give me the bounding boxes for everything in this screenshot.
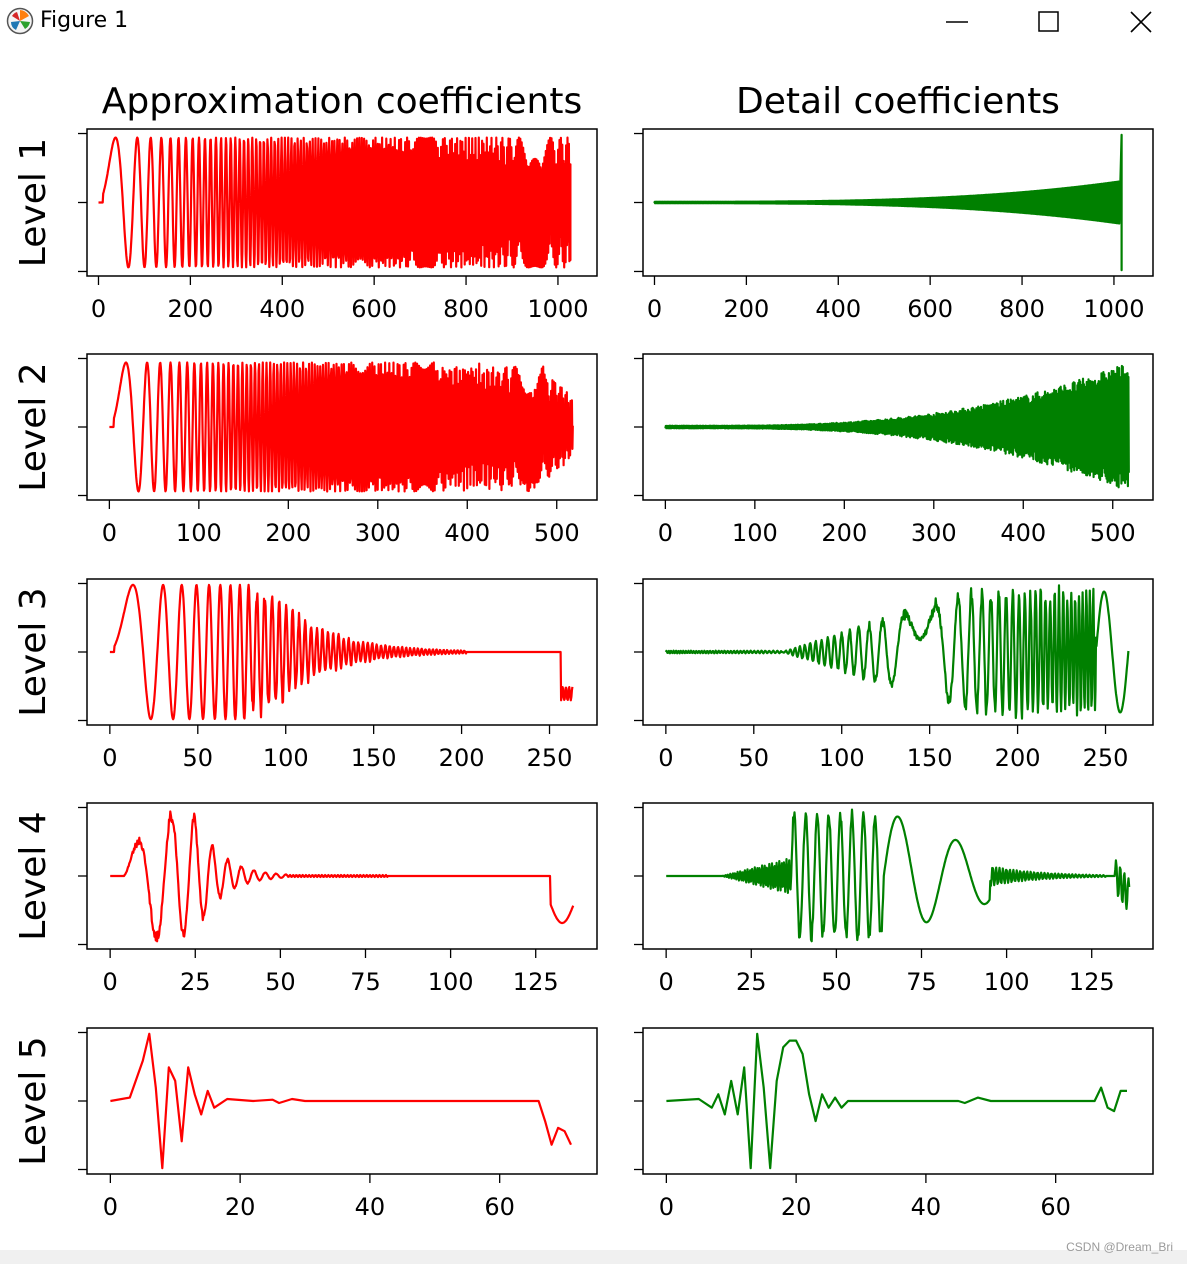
series-line-approximation	[108, 361, 574, 493]
close-icon	[1130, 11, 1152, 33]
subplot-5-detail: 0 20 40 60	[634, 1027, 1154, 1221]
x-tick-label: 400	[444, 519, 490, 547]
series-line-detail	[666, 1032, 1127, 1170]
x-tick-label: 0	[647, 295, 662, 323]
x-tick-label: 0	[659, 1193, 674, 1221]
subplot-title: Detail coefficients	[736, 81, 1060, 122]
series-line-detail	[664, 584, 1130, 720]
x-tick-label: 250	[1083, 744, 1129, 772]
x-tick-label: 25	[736, 968, 767, 996]
x-tick-label: 400	[815, 295, 861, 323]
series-line-approximation	[97, 136, 572, 269]
x-tick-label: 125	[1069, 968, 1115, 996]
x-tick-label: 0	[103, 1193, 118, 1221]
series-line-detail	[665, 808, 1131, 943]
x-tick-label: 50	[183, 744, 214, 772]
x-tick-label: 200	[167, 295, 213, 323]
x-tick-label: 0	[91, 295, 106, 323]
x-tick-label: 25	[180, 968, 211, 996]
x-tick-label: 250	[527, 744, 573, 772]
x-tick-label: 75	[906, 968, 937, 996]
subplot-1-detail: 0 200 400 600 800 1000 Detail coefficients	[634, 81, 1154, 323]
x-tick-label: 400	[1000, 519, 1046, 547]
status-bar	[0, 1250, 1187, 1264]
subplot-title: Approximation coefficients	[102, 81, 583, 122]
x-tick-label: 150	[907, 744, 953, 772]
x-tick-label: 200	[265, 519, 311, 547]
x-tick-label: 800	[443, 295, 489, 323]
x-tick-label: 800	[999, 295, 1045, 323]
series-line-approximation	[110, 1032, 572, 1170]
subplot-3-approximation: 0 50 100 150 200 250 Level 3	[13, 578, 598, 772]
series-line-detail	[653, 133, 1123, 272]
x-tick-label: 50	[265, 968, 296, 996]
x-tick-label: 0	[658, 519, 673, 547]
x-tick-label: 200	[723, 295, 769, 323]
x-tick-label: 0	[103, 968, 118, 996]
x-tick-label: 400	[259, 295, 305, 323]
subplot-4-approximation: 0 25 50 75 100 125 Level 4	[13, 802, 598, 996]
x-tick-label: 100	[819, 744, 865, 772]
subplot-5-approximation: 0 20 40 60 Level 5	[13, 1027, 598, 1221]
x-tick-label: 40	[355, 1193, 386, 1221]
subplot-1-approximation: 0 200 400 600 800 1000 Approximation coefficie…	[13, 81, 598, 323]
minimize-icon	[946, 21, 968, 23]
maximize-button[interactable]	[1003, 0, 1095, 44]
x-tick-label: 600	[351, 295, 397, 323]
x-tick-label: 100	[263, 744, 309, 772]
x-tick-label: 100	[176, 519, 222, 547]
x-tick-label: 50	[821, 968, 852, 996]
maximize-icon	[1038, 11, 1059, 32]
x-tick-label: 0	[102, 519, 117, 547]
x-tick-label: 125	[513, 968, 559, 996]
y-axis-label: Level 4	[13, 811, 54, 940]
x-tick-label: 200	[439, 744, 485, 772]
subplot-2-approximation: 0 100 200 300 400 500 Level 2	[13, 353, 598, 547]
x-tick-label: 100	[428, 968, 474, 996]
x-tick-label: 0	[659, 968, 674, 996]
x-tick-label: 1000	[1083, 295, 1144, 323]
watermark: CSDN @Dream_Bri	[1066, 1240, 1173, 1254]
x-tick-label: 300	[911, 519, 957, 547]
y-axis-label: Level 5	[13, 1036, 54, 1165]
subplot-2-detail: 0 100 200 300 400 500	[634, 353, 1154, 547]
x-tick-label: 40	[911, 1193, 942, 1221]
window-titlebar: Figure 1	[0, 0, 1187, 44]
subplot-4-detail: 0 25 50 75 100 125	[634, 802, 1154, 996]
x-tick-label: 600	[907, 295, 953, 323]
series-line-approximation	[109, 810, 575, 943]
y-axis-label: Level 2	[13, 362, 54, 491]
minimize-button[interactable]	[911, 0, 1003, 44]
x-tick-label: 60	[484, 1193, 515, 1221]
x-tick-label: 100	[732, 519, 778, 547]
x-tick-label: 200	[821, 519, 867, 547]
x-tick-label: 20	[225, 1193, 256, 1221]
series-line-approximation	[109, 583, 574, 721]
x-tick-label: 500	[534, 519, 580, 547]
x-tick-label: 200	[995, 744, 1041, 772]
x-tick-label: 1000	[527, 295, 588, 323]
close-button[interactable]	[1095, 0, 1187, 44]
x-tick-label: 60	[1040, 1193, 1071, 1221]
series-line-detail	[664, 364, 1130, 489]
x-tick-label: 500	[1090, 519, 1136, 547]
x-tick-label: 0	[102, 744, 117, 772]
subplot-3-detail: 0 50 100 150 200 250	[634, 578, 1154, 772]
x-tick-label: 150	[351, 744, 397, 772]
x-tick-label: 0	[658, 744, 673, 772]
x-tick-label: 75	[350, 968, 381, 996]
x-tick-label: 300	[355, 519, 401, 547]
matplotlib-logo-icon[interactable]	[6, 7, 34, 35]
window-title: Figure 1	[40, 8, 129, 33]
x-tick-label: 50	[739, 744, 770, 772]
y-axis-label: Level 1	[13, 138, 54, 267]
y-axis-label: Level 3	[13, 587, 54, 716]
x-tick-label: 100	[984, 968, 1030, 996]
x-tick-label: 20	[781, 1193, 812, 1221]
